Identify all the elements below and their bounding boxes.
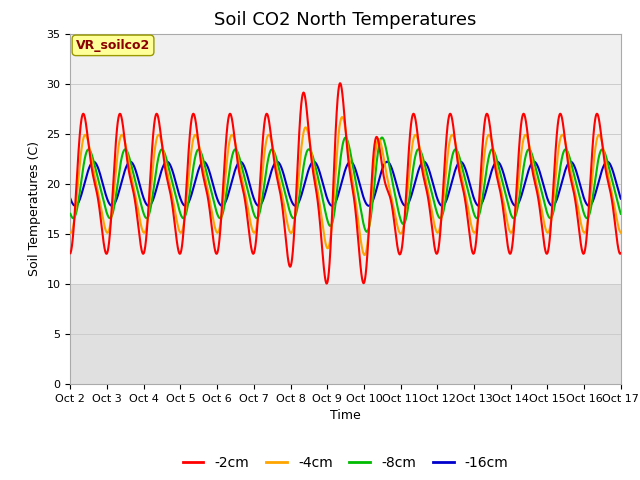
Title: Soil CO2 North Temperatures: Soil CO2 North Temperatures xyxy=(214,11,477,29)
Text: VR_soilco2: VR_soilco2 xyxy=(76,39,150,52)
Legend: -2cm, -4cm, -8cm, -16cm: -2cm, -4cm, -8cm, -16cm xyxy=(177,450,514,475)
X-axis label: Time: Time xyxy=(330,409,361,422)
Bar xyxy=(70,284,621,384)
Y-axis label: Soil Temperatures (C): Soil Temperatures (C) xyxy=(28,141,41,276)
